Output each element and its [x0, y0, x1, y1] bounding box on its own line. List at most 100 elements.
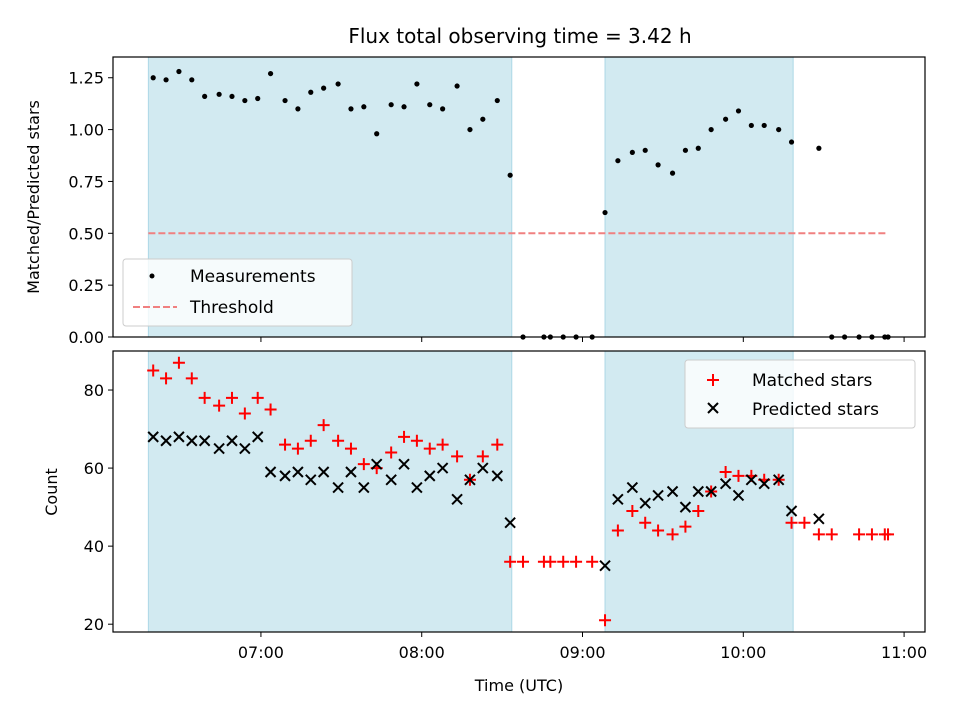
bottom-legend: Matched stars Predicted stars	[684, 359, 916, 429]
data-point-matched-stars	[410, 434, 423, 447]
data-point-measurements	[150, 75, 156, 81]
top-ylabel: Matched/Predicted stars	[24, 100, 43, 294]
data-point-matched-stars	[491, 438, 504, 451]
data-point-measurements	[401, 104, 407, 110]
top-panel: 0.00 0.25 0.50 0.75 1.00 1.25 Matched/Predict…	[24, 56, 926, 347]
data-point-predicted-stars	[252, 431, 264, 443]
y-tick-label: 0.00	[68, 328, 104, 347]
data-point-predicted-stars	[264, 466, 277, 478]
data-point-matched-stars	[264, 403, 277, 416]
data-point-matched-stars	[798, 516, 811, 529]
data-point-matched-stars	[476, 450, 489, 463]
data-point-matched-stars	[692, 505, 705, 518]
bottom-panel: 20 40 60 80 07:00 08:00 09:00 10:00 11:00 Count…	[42, 350, 927, 695]
data-point-predicted-stars	[599, 559, 611, 572]
data-point-predicted-stars	[279, 470, 291, 482]
data-point-measurements	[414, 81, 420, 87]
x-tick-label: 08:00	[399, 643, 445, 662]
y-tick-label: 40	[84, 537, 104, 556]
data-point-measurements	[788, 139, 795, 145]
data-point-matched-stars	[557, 555, 570, 568]
data-point-matched-stars	[570, 555, 583, 568]
data-point-predicted-stars	[772, 474, 785, 486]
data-point-matched-stars	[652, 524, 665, 537]
data-point-predicted-stars	[626, 481, 639, 494]
y-tick-label: 1.25	[68, 69, 104, 88]
legend-predicted-label: Predicted stars	[752, 400, 879, 420]
data-point-measurements	[761, 122, 767, 129]
data-point-matched-stars	[679, 520, 692, 533]
data-point-measurements	[242, 97, 248, 104]
data-point-measurements	[682, 147, 689, 153]
data-point-matched-stars	[251, 391, 264, 404]
data-point-predicted-stars	[813, 513, 825, 525]
data-point-matched-stars	[398, 430, 411, 443]
data-point-measurements	[216, 91, 222, 97]
data-point-predicted-stars	[692, 485, 704, 498]
data-point-predicted-stars	[705, 485, 717, 498]
data-point-predicted-stars	[358, 481, 370, 494]
data-point-matched-stars	[332, 434, 345, 447]
data-point-measurements	[440, 106, 446, 112]
data-point-predicted-stars	[745, 474, 758, 486]
data-point-predicted-stars	[639, 497, 651, 509]
data-point-measurements	[494, 97, 500, 104]
data-point-predicted-stars	[385, 474, 397, 486]
data-point-measurements	[454, 83, 460, 89]
y-tick-label: 0.25	[68, 276, 104, 295]
data-point-predicted-stars	[239, 442, 251, 455]
data-point-predicted-stars	[719, 477, 732, 490]
data-point-predicted-stars	[213, 442, 225, 455]
legend-predicted-marker	[707, 402, 719, 414]
data-point-matched-stars	[639, 516, 652, 529]
data-point-predicted-stars	[398, 458, 410, 470]
data-point-measurements	[308, 89, 314, 95]
data-point-matched-stars	[172, 356, 185, 369]
data-point-measurements	[321, 85, 327, 91]
data-point-predicted-stars	[477, 462, 489, 474]
data-point-matched-stars	[626, 505, 639, 518]
data-point-predicted-stars	[436, 462, 449, 474]
data-point-measurements	[480, 116, 486, 122]
data-point-matched-stars	[865, 528, 878, 541]
data-point-measurements	[295, 106, 301, 112]
x-tick-label: 07:00	[238, 643, 284, 662]
y-tick-label: 0.75	[68, 172, 104, 191]
data-point-predicted-stars	[758, 477, 770, 490]
data-point-predicted-stars	[679, 501, 692, 513]
data-point-predicted-stars	[147, 431, 159, 443]
y-tick-label: 80	[84, 381, 104, 400]
legend-matched-marker	[707, 374, 719, 386]
observing-interval-shade	[604, 56, 794, 338]
data-point-measurements	[669, 170, 676, 176]
legend-measurements-label: Measurements	[190, 267, 316, 287]
data-point-matched-stars	[279, 438, 292, 451]
data-point-predicted-stars	[198, 435, 211, 447]
data-point-measurements	[467, 126, 473, 133]
data-point-predicted-stars	[292, 466, 304, 478]
x-axis-label: Time (UTC)	[474, 676, 563, 695]
data-point-matched-stars	[317, 419, 330, 432]
data-point-measurements	[642, 147, 648, 153]
data-point-matched-stars	[436, 438, 449, 451]
data-point-matched-stars	[238, 407, 251, 420]
x-tick-label: 09:00	[559, 643, 605, 662]
data-point-matched-stars	[357, 458, 370, 471]
data-point-predicted-stars	[332, 481, 344, 494]
data-point-matched-stars	[185, 372, 198, 385]
data-point-measurements	[708, 126, 714, 133]
data-point-measurements	[723, 116, 729, 122]
data-point-predicted-stars	[424, 470, 436, 482]
data-point-predicted-stars	[226, 435, 238, 447]
data-point-measurements	[282, 97, 288, 104]
data-point-measurements	[388, 102, 394, 108]
data-point-measurements	[615, 158, 621, 164]
data-point-matched-stars	[344, 442, 357, 455]
bottom-ylabel: Count	[42, 468, 61, 516]
data-point-matched-stars	[504, 555, 517, 568]
data-point-predicted-stars	[411, 481, 423, 494]
top-legend: Measurements Threshold	[122, 258, 353, 327]
data-point-measurements	[361, 104, 367, 110]
data-point-matched-stars	[291, 442, 304, 455]
